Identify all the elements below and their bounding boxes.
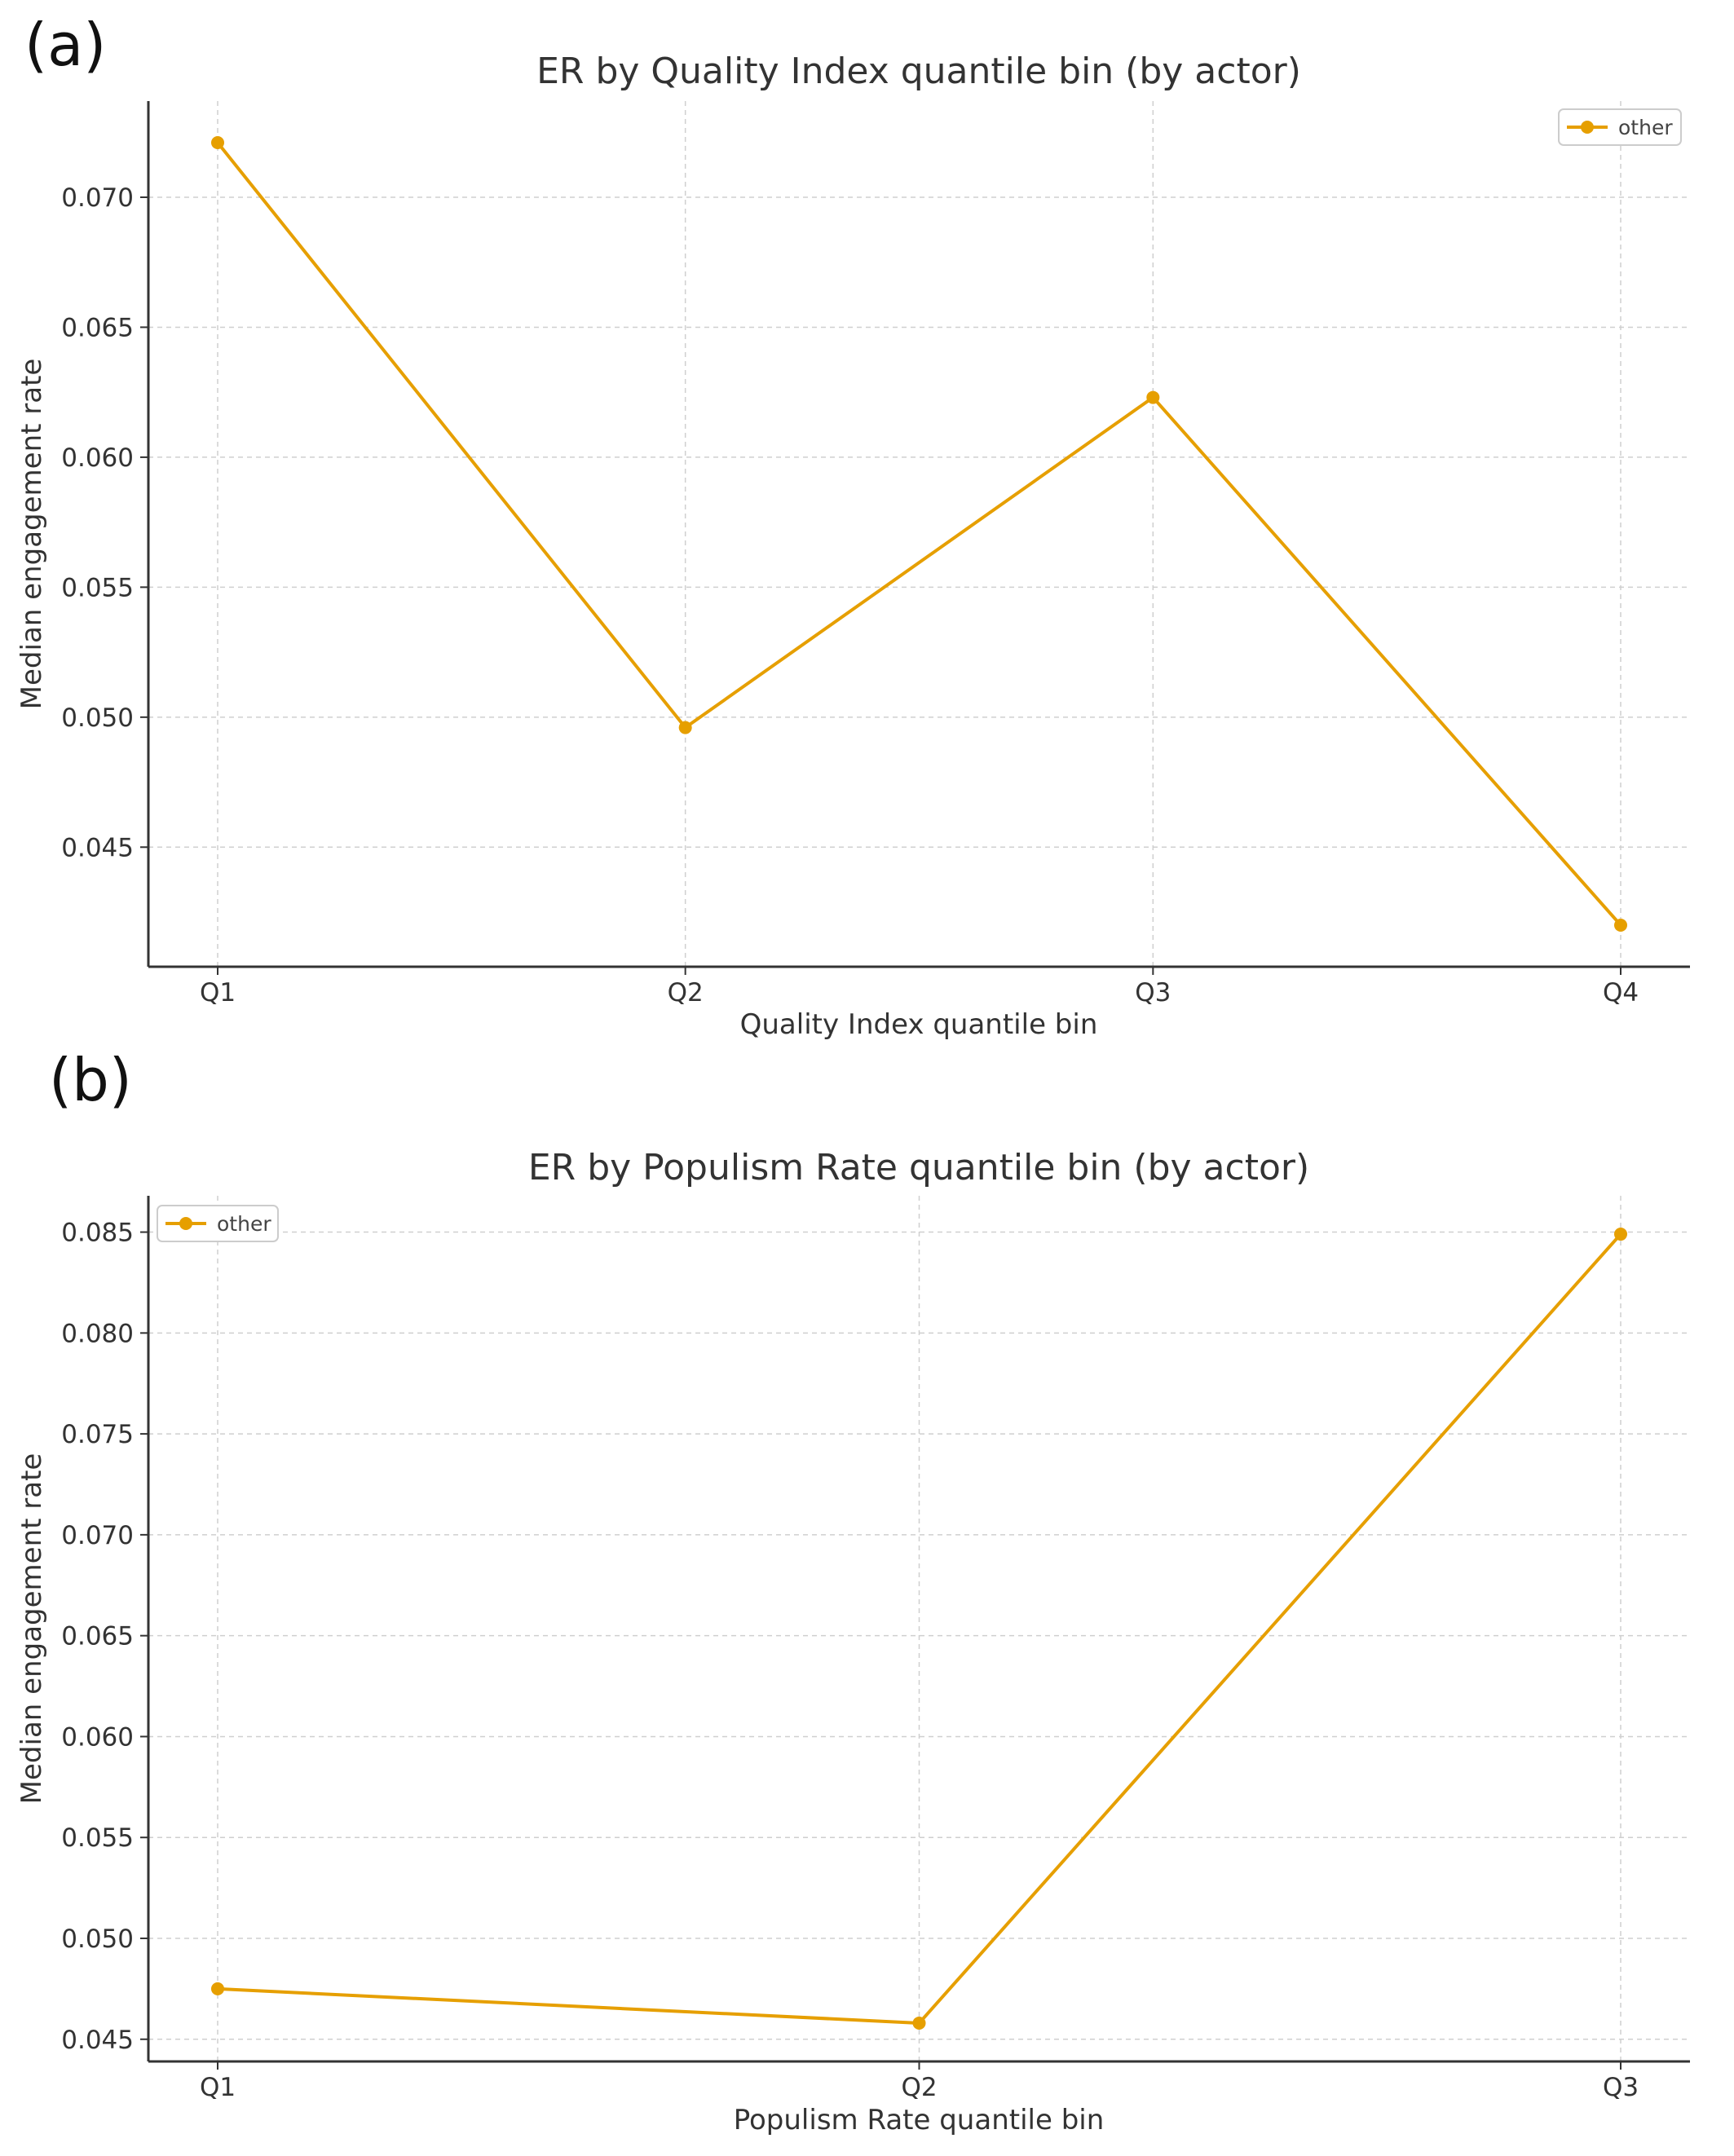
chart-a-data-point xyxy=(1614,918,1627,932)
chart-b-series-other xyxy=(211,1228,1627,2030)
chart-b-title: ER by Populism Rate quantile bin (by act… xyxy=(528,1147,1309,1188)
chart-a-legend: other xyxy=(1558,108,1682,146)
chart-b-data-point xyxy=(1614,1228,1627,1241)
chart-a-ytick-label: 0.045 xyxy=(61,833,134,862)
panel-b-label: (b) xyxy=(49,1046,132,1114)
chart-a-series-other xyxy=(211,136,1627,932)
chart-a-title: ER by Quality Index quantile bin (by act… xyxy=(536,51,1301,92)
chart-a-xlabel: Quality Index quantile bin xyxy=(740,1008,1098,1041)
chart-b-ytick-label: 0.060 xyxy=(61,1722,134,1752)
chart-b-ytick-label: 0.075 xyxy=(61,1420,134,1449)
chart-a-series-line xyxy=(216,141,1622,927)
chart-a-y-ticks: 0.045 0.050 0.055 0.060 0.065 0.070 xyxy=(61,183,148,862)
legend-a-marker-swatch xyxy=(1581,121,1594,134)
chart-b-ytick-label: 0.070 xyxy=(61,1521,134,1550)
chart-a-ytick-label: 0.060 xyxy=(61,443,134,473)
chart-b-legend: other xyxy=(157,1205,279,1242)
chart-b-ytick-label: 0.085 xyxy=(61,1219,134,1248)
chart-panel-a: (a) ER by Quality Index quantile bin (by… xyxy=(15,11,1690,1041)
chart-b-ytick-label: 0.045 xyxy=(61,2026,134,2055)
chart-a-data-point xyxy=(1146,390,1160,404)
chart-a-xtick-label: Q3 xyxy=(1135,978,1171,1007)
chart-b-ytick-label: 0.065 xyxy=(61,1622,134,1651)
chart-b-y-ticks: 0.045 0.050 0.055 0.060 0.065 0.070 0.075 0.080… xyxy=(61,1219,148,2055)
chart-a-ylabel: Median engagement rate xyxy=(15,359,48,710)
chart-b-ytick-label: 0.080 xyxy=(61,1319,134,1348)
chart-b-x-ticks: Q1 Q2 Q3 xyxy=(200,2061,1639,2102)
legend-b-label: other xyxy=(217,1212,271,1236)
chart-a-data-point xyxy=(678,721,692,734)
chart-b-xlabel: Populism Rate quantile bin xyxy=(734,2104,1105,2136)
chart-a-axes xyxy=(147,101,1690,968)
chart-a-xtick-label: Q2 xyxy=(668,978,704,1007)
chart-b-grid xyxy=(148,1196,1690,2061)
chart-a-data-point xyxy=(211,136,224,150)
chart-panel-b: (b) ER by Populism Rate quantile bin (by… xyxy=(15,1046,1690,2136)
chart-a-ytick-label: 0.050 xyxy=(61,703,134,733)
legend-a-label: other xyxy=(1618,116,1673,139)
chart-b-ytick-label: 0.055 xyxy=(61,1823,134,1853)
chart-a-xtick-label: Q1 xyxy=(200,978,236,1007)
chart-a-xtick-label: Q4 xyxy=(1603,978,1639,1007)
chart-b-xtick-label: Q1 xyxy=(200,2073,236,2102)
legend-b-marker-swatch xyxy=(179,1217,192,1230)
chart-a-ytick-label: 0.055 xyxy=(61,573,134,602)
chart-a-ytick-label: 0.070 xyxy=(61,183,134,213)
chart-b-xtick-label: Q2 xyxy=(901,2073,937,2102)
chart-b-data-point xyxy=(912,2016,926,2030)
chart-b-data-point xyxy=(211,1982,224,1995)
chart-b-ylabel: Median engagement rate xyxy=(15,1453,48,1805)
chart-b-ytick-label: 0.050 xyxy=(61,1925,134,1954)
chart-a-x-ticks: Q1 Q2 Q3 Q4 xyxy=(200,967,1639,1007)
chart-b-xtick-label: Q3 xyxy=(1603,2073,1639,2102)
chart-a-grid xyxy=(148,101,1690,967)
chart-a-ytick-label: 0.065 xyxy=(61,313,134,342)
panel-a-label: (a) xyxy=(24,11,106,79)
